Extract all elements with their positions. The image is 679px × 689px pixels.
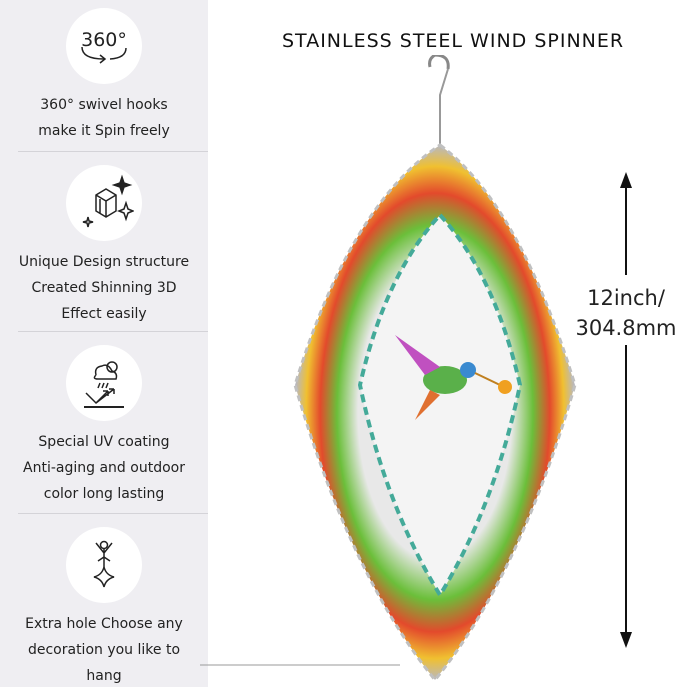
feature-line: Effect easily <box>61 306 147 322</box>
feature-line: color long lasting <box>43 486 165 502</box>
dimension-mm: 304.8mm <box>575 316 677 340</box>
feature-line: make it Spin freely <box>38 123 170 139</box>
feature-line: Anti-aging and outdoor <box>23 460 185 476</box>
feature-line: 360° swivel hooks <box>40 97 168 113</box>
feature-line: Extra hole Choose any <box>25 616 183 632</box>
feature-line: decoration you like to <box>27 642 181 658</box>
hook <box>428 55 450 70</box>
features-panel: 360° 360° swivel hooks make it Spin freel… <box>0 0 208 687</box>
sparkle-cube-icon <box>66 165 142 241</box>
height-arrow <box>620 172 632 648</box>
feature-line: Created Shinning 3D <box>31 280 177 296</box>
feature-line: hang <box>86 668 122 684</box>
wind-spinner-image <box>200 55 577 683</box>
feature-uv: Special UV coating Anti-aging and outdoor… <box>0 345 208 507</box>
rotate-360-icon: 360° <box>66 8 142 84</box>
swivel <box>439 68 449 155</box>
dimension-inch: 12inch/ <box>587 286 665 310</box>
feature-swivel: 360° 360° swivel hooks make it Spin freel… <box>0 8 208 144</box>
uv-weather-icon <box>66 345 142 421</box>
divider <box>18 151 208 152</box>
spinner-inner <box>357 212 523 599</box>
svg-text:360°: 360° <box>81 29 127 51</box>
feature-line: Unique Design structure <box>18 254 190 270</box>
dimension-label: 12inch/ 304.8mm <box>566 283 679 343</box>
feature-extra-hole: Extra hole Choose any decoration you like… <box>0 527 208 689</box>
feature-line: Special UV coating <box>38 434 170 450</box>
feature-design: Unique Design structure Created Shinning … <box>0 165 208 327</box>
hummingbird <box>395 335 512 420</box>
divider <box>18 331 208 332</box>
hanging-figure-icon <box>66 527 142 603</box>
product-title: STAINLESS STEEL WIND SPINNER <box>282 30 625 52</box>
divider <box>18 513 208 514</box>
